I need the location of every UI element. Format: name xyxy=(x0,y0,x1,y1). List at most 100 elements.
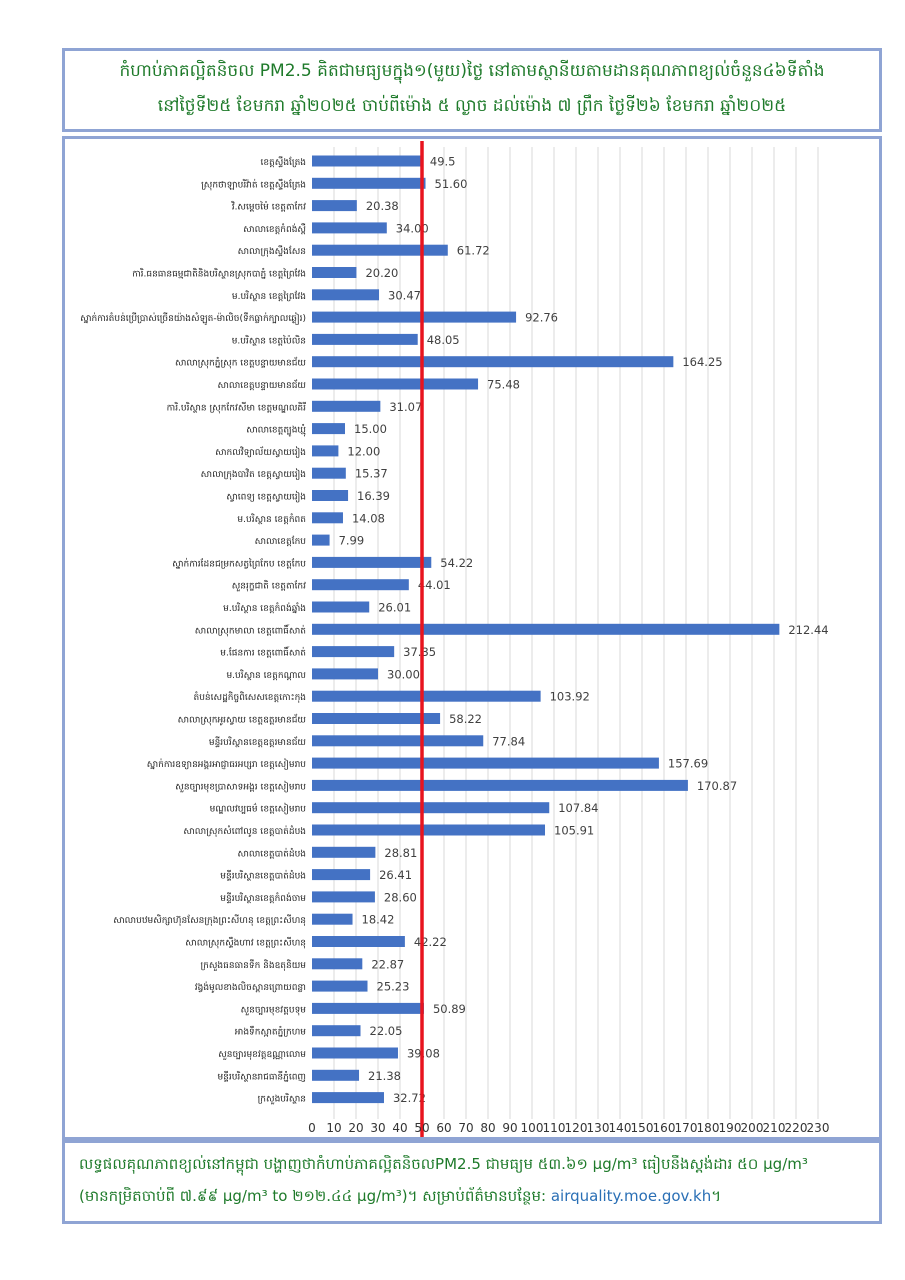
category-label: ស្រុកថាឡាបរិវ៉ាត់ ខេត្តស្ទឹងត្រែង xyxy=(201,178,306,190)
bar xyxy=(312,378,479,390)
data-label: 164.25 xyxy=(682,355,722,369)
category-label: សាលាខេត្តកែប xyxy=(255,535,307,547)
category-label: សាលាក្រុងស្ទឹងសែន xyxy=(238,245,306,257)
data-label: 7.99 xyxy=(339,534,365,548)
data-label: 14.08 xyxy=(352,511,385,525)
bar xyxy=(312,289,380,301)
data-label: 37.35 xyxy=(403,645,436,659)
category-label: មណ្ឌលវប្បធម៌ ខេត្តសៀមរាប xyxy=(210,803,307,815)
data-label: 44.01 xyxy=(418,578,451,592)
data-label: 212.44 xyxy=(788,623,828,637)
data-label: 20.20 xyxy=(365,266,398,280)
bar xyxy=(312,1025,361,1037)
data-label: 103.92 xyxy=(550,690,590,704)
bar xyxy=(312,222,387,234)
category-label: សាលាស្រុកស្ទឹងហាវ ខេត្តព្រះសីហនុ xyxy=(185,937,306,949)
data-label: 48.05 xyxy=(427,333,460,347)
summary-end-mark: ។ xyxy=(711,1187,722,1205)
data-label: 28.81 xyxy=(384,846,417,860)
bar xyxy=(312,467,346,479)
summary-box: លទ្ធផលគុណភាពខ្យល់នៅកម្ពុជា បង្ហាញថាកំហាប… xyxy=(62,1140,882,1224)
bar xyxy=(312,1069,360,1081)
category-label: មន្ទីរបរិស្ថានខេត្តបាត់ដំបង xyxy=(220,870,306,882)
website-link[interactable]: airquality.moe.gov.kh xyxy=(550,1187,712,1205)
data-label: 25.23 xyxy=(377,980,410,994)
bar xyxy=(312,1047,398,1059)
category-label: សាលាខេត្តកំពង់ស្ពឺ xyxy=(243,223,306,235)
summary-line-2: (មានកម្រិតចាប់ពី ៧.៩៩ µg/m³ to ២១២.៤៤ µg… xyxy=(79,1187,869,1209)
data-label: 22.87 xyxy=(371,957,404,971)
bar xyxy=(312,490,349,501)
category-label: មន្ទីរបរិស្ថានខេត្តកំពង់ចាម xyxy=(220,892,306,904)
category-label: ខេត្តស្ទឹងត្រែង xyxy=(260,156,306,168)
x-tick-label: 50 xyxy=(414,1121,429,1135)
bar xyxy=(312,824,546,836)
x-tick-label: 40 xyxy=(392,1121,407,1135)
data-label: 16.39 xyxy=(357,489,390,503)
category-label: សួនច្បារមុខវត្តឧណ្ណាលោម xyxy=(218,1050,306,1060)
bar xyxy=(312,311,517,323)
bar xyxy=(312,1002,424,1014)
category-label: វង្វង់មូលខាងលិចស្ពានព្រោយពន្លា xyxy=(195,981,306,993)
x-tick-label: 90 xyxy=(502,1121,517,1135)
chart-title-line-2: នៅថ្ងៃទី២៥ ខែមករា ឆ្នាំ២០២៥ ចាប់ពីម៉ោង ៥… xyxy=(157,96,787,116)
category-label: សាលាក្រុងបាវិត ខេត្តស្វាយរៀង xyxy=(201,468,306,480)
data-label: 32.72 xyxy=(393,1091,426,1105)
bar xyxy=(312,891,375,903)
bar xyxy=(312,1092,384,1104)
category-label: សាលាស្រុកសំពៅលូន ខេត្តបាត់ដំបង xyxy=(183,825,306,837)
x-tick-label: 80 xyxy=(480,1121,495,1135)
x-tick-label: 10 xyxy=(326,1121,341,1135)
summary-line-1: លទ្ធផលគុណភាពខ្យល់នៅកម្ពុជា បង្ហាញថាកំហាប… xyxy=(79,1155,808,1173)
data-label: 22.05 xyxy=(370,1024,403,1038)
data-label: 58.22 xyxy=(449,712,482,726)
x-tick-label: 100 xyxy=(521,1121,544,1135)
category-label: សួនច្បារមុខប្រាសាទអង្គរ ខេត្តសៀមរាប xyxy=(175,780,306,792)
bar xyxy=(312,333,418,345)
category-label: មន្ទីរបរិស្ថានខេត្តឧត្តរមានជ័យ xyxy=(209,736,307,748)
data-label: 54.22 xyxy=(440,556,473,570)
bar xyxy=(312,601,370,613)
bar xyxy=(312,668,378,680)
category-label: ម.បរិស្ថាន ខេត្តកណ្តាល xyxy=(226,669,306,681)
data-label: 30.47 xyxy=(388,288,421,302)
data-label: 157.69 xyxy=(668,757,708,771)
data-label: 75.48 xyxy=(487,378,520,392)
bar xyxy=(312,936,405,947)
bar xyxy=(312,958,363,970)
category-label: សាលាស្រុកមាលា ខេត្តពោធិ៍សាត់ xyxy=(195,623,307,636)
bar-chart: 49.5 ខេត្តស្ទឹងត្រែង 51.60 ស្រុកថាឡាបរិវ៉ាត… xyxy=(80,141,829,1137)
bar xyxy=(312,445,339,457)
x-tick-label: 20 xyxy=(348,1121,363,1135)
data-label: 31.07 xyxy=(389,400,422,414)
category-label: ស្នាក់ការឧទ្យានអង្គរអាជ្ញាធរអប្សរា ខេត្ត… xyxy=(147,758,307,770)
bar xyxy=(312,177,426,189)
category-label: ម.បរិស្ថាន ខេត្តកំពង់ឆ្នាំង xyxy=(223,602,306,614)
category-label: សាលាខេត្តបាត់ដំបង xyxy=(237,847,306,859)
bar xyxy=(312,713,441,724)
bar xyxy=(312,155,421,167)
bar xyxy=(312,200,357,212)
data-label: 26.41 xyxy=(379,868,412,882)
data-label: 20.38 xyxy=(366,199,399,213)
category-label: ក្រសួងបរិស្ថាន xyxy=(258,1093,306,1105)
bar xyxy=(312,512,343,524)
category-label: សាលាស្រុកអូរស្វាយ ខេត្តឧត្តរមានជ័យ xyxy=(178,714,307,726)
bar xyxy=(312,913,353,925)
data-label: 51.60 xyxy=(435,177,468,191)
category-label: ការិ.ធនធានធម្មជាតិនិងបរិស្ថានស្រុកបាភ្នំ… xyxy=(132,268,306,280)
category-label: សាកលវិទ្យាល័យស្វាយរៀង xyxy=(215,446,306,458)
x-tick-label: 30 xyxy=(370,1121,385,1135)
data-label: 15.37 xyxy=(355,467,388,481)
bar xyxy=(312,802,550,814)
data-label: 34.00 xyxy=(396,221,429,235)
data-label: 61.72 xyxy=(457,244,490,258)
data-label: 28.60 xyxy=(384,890,417,904)
category-label: មន្ទីរបរិស្ថានរាជធានីភ្នំពេញ xyxy=(217,1070,306,1082)
category-label: ម.បរិស្ថាន ខេត្តព្រៃវែង xyxy=(232,290,306,302)
x-tick-label: 210 xyxy=(763,1121,786,1135)
bar xyxy=(312,757,659,769)
chart-panel: 49.5 ខេត្តស្ទឹងត្រែង 51.60 ស្រុកថាឡាបរិវ៉ាត… xyxy=(62,136,882,1140)
chart-title-box: កំហាប់ភាគល្អិតនិចល PM2.5 គិតជាមធ្យមក្នុង… xyxy=(62,48,882,132)
data-label: 18.42 xyxy=(362,913,395,927)
